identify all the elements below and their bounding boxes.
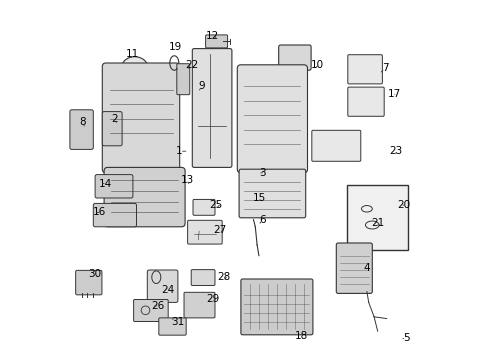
FancyBboxPatch shape: [311, 130, 360, 161]
FancyBboxPatch shape: [93, 203, 136, 227]
Text: 22: 22: [185, 60, 198, 70]
FancyBboxPatch shape: [102, 112, 122, 146]
FancyBboxPatch shape: [278, 45, 310, 70]
Text: 3: 3: [259, 168, 265, 178]
Text: 27: 27: [213, 225, 226, 235]
FancyBboxPatch shape: [192, 49, 231, 167]
Text: 31: 31: [170, 317, 183, 327]
FancyBboxPatch shape: [95, 175, 133, 198]
FancyBboxPatch shape: [193, 199, 215, 215]
Text: 25: 25: [209, 200, 223, 210]
Text: 13: 13: [181, 175, 194, 185]
FancyBboxPatch shape: [346, 185, 407, 250]
Text: 1: 1: [176, 146, 183, 156]
FancyBboxPatch shape: [191, 270, 215, 285]
FancyBboxPatch shape: [70, 110, 93, 149]
Text: 14: 14: [99, 179, 112, 189]
Text: 10: 10: [310, 60, 323, 70]
Text: 17: 17: [387, 89, 400, 99]
Text: 21: 21: [371, 218, 384, 228]
Text: 5: 5: [403, 333, 409, 343]
Text: 23: 23: [389, 146, 402, 156]
Text: 6: 6: [259, 215, 265, 225]
Text: 8: 8: [79, 117, 85, 127]
FancyBboxPatch shape: [104, 167, 185, 227]
Text: 4: 4: [363, 263, 369, 273]
Text: 16: 16: [93, 207, 106, 217]
Text: 30: 30: [88, 269, 101, 279]
FancyBboxPatch shape: [187, 220, 222, 244]
Text: 2: 2: [111, 114, 118, 124]
Text: 20: 20: [396, 200, 409, 210]
FancyBboxPatch shape: [336, 243, 371, 293]
Text: 19: 19: [168, 42, 182, 52]
Text: 28: 28: [216, 272, 230, 282]
FancyBboxPatch shape: [159, 318, 186, 335]
Text: 7: 7: [381, 63, 387, 73]
FancyBboxPatch shape: [133, 300, 168, 321]
FancyBboxPatch shape: [239, 169, 305, 218]
FancyBboxPatch shape: [177, 64, 189, 95]
Text: 12: 12: [205, 31, 219, 41]
FancyBboxPatch shape: [205, 35, 227, 48]
Text: 26: 26: [151, 301, 164, 311]
Text: 9: 9: [198, 81, 204, 91]
FancyBboxPatch shape: [147, 270, 178, 302]
Ellipse shape: [121, 57, 148, 80]
Text: 11: 11: [125, 49, 139, 59]
FancyBboxPatch shape: [347, 87, 384, 116]
FancyBboxPatch shape: [183, 292, 215, 318]
Text: 24: 24: [162, 285, 175, 295]
Text: 18: 18: [294, 330, 307, 341]
FancyBboxPatch shape: [76, 270, 102, 295]
FancyBboxPatch shape: [347, 55, 382, 84]
FancyBboxPatch shape: [102, 63, 179, 173]
FancyBboxPatch shape: [237, 65, 307, 173]
FancyBboxPatch shape: [241, 279, 312, 335]
Text: 15: 15: [252, 193, 265, 203]
Text: 29: 29: [205, 294, 219, 304]
